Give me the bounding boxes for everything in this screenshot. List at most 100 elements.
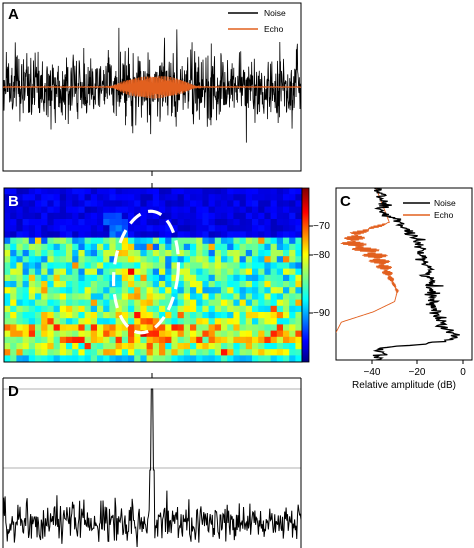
spectrogram-cell — [10, 194, 17, 201]
spectrogram-cell — [84, 231, 92, 239]
spectrogram-cell — [146, 225, 154, 232]
spectrogram-cell — [252, 355, 259, 362]
spectrogram-cell — [28, 293, 36, 301]
spectrogram-cell — [258, 343, 265, 350]
panel-d: D — [2, 373, 302, 548]
spectrogram-cell — [35, 361, 42, 362]
spectrogram-cell — [283, 250, 290, 257]
spectrogram-cell — [289, 231, 296, 239]
spectrogram-cell — [16, 188, 24, 195]
spectrogram-cell — [295, 262, 302, 270]
spectrogram-cell — [53, 324, 61, 332]
spectrogram-cell — [97, 343, 104, 350]
spectrogram-cell — [140, 343, 148, 350]
spectrogram-cell — [165, 343, 172, 350]
spectrogram-cell — [165, 225, 172, 232]
spectrogram-cell — [10, 318, 17, 325]
spectrogram-cell — [121, 281, 129, 288]
spectrogram-cell — [146, 318, 154, 325]
spectrogram-cell — [264, 237, 272, 245]
spectrogram-cell — [264, 361, 272, 362]
spectrogram-cell — [22, 336, 30, 344]
spectrogram-cell — [152, 268, 160, 276]
spectrogram-cell — [159, 349, 166, 356]
spectrogram-cell — [208, 281, 216, 288]
spectrogram-cell — [233, 225, 241, 232]
spectrogram-cell — [146, 194, 154, 201]
spectrogram-cell — [245, 268, 253, 276]
spectrogram-cell — [264, 256, 272, 263]
spectrogram-cell — [171, 299, 179, 307]
spectrogram-cell — [245, 312, 253, 319]
correlation-trace-d — [3, 388, 301, 548]
spectrogram-cell — [140, 250, 148, 257]
spectrogram-cell — [10, 243, 17, 251]
spectrogram-cell — [97, 361, 104, 362]
spectrogram-cell — [295, 206, 302, 214]
spectrogram-cell — [196, 194, 203, 201]
spectrogram-cell — [66, 256, 73, 263]
spectrogram-cell — [53, 287, 61, 294]
spectrogram-cell — [59, 237, 67, 245]
spectrogram-cell — [128, 256, 135, 263]
spectrogram-cell — [134, 336, 141, 344]
spectrogram-cell — [59, 343, 67, 350]
spectrogram-cell — [53, 194, 61, 201]
spectrogram-cell — [146, 281, 154, 288]
spectrogram-cell — [196, 212, 203, 220]
spectrogram-cell — [190, 268, 197, 276]
spectrogram-cell — [245, 262, 253, 270]
spectrogram-cell — [159, 194, 166, 201]
spectrogram-cell — [41, 231, 48, 239]
spectrogram-cell — [28, 318, 36, 325]
spectrogram-cell — [289, 293, 296, 301]
spectrogram-cell — [66, 330, 73, 338]
spectrogram-cell — [258, 250, 265, 257]
spectrogram-cell — [227, 268, 234, 276]
spectrogram-cell — [214, 293, 222, 301]
spectrogram-cell — [283, 206, 290, 214]
spectrogram-cell — [301, 361, 302, 362]
spectrogram-cell — [252, 274, 259, 282]
spectrogram-cell — [35, 318, 42, 325]
spectrogram-cell — [35, 188, 42, 195]
spectrogram-cell — [245, 243, 253, 251]
spectrogram-cell — [264, 206, 272, 214]
spectrogram-cell — [22, 274, 30, 282]
spectrogram-cell — [152, 299, 160, 307]
spectrogram-cell — [84, 281, 92, 288]
spectrogram-cell — [4, 206, 11, 214]
spectrogram-cell — [28, 212, 36, 220]
spectrogram-cell — [134, 274, 141, 282]
spectrogram-cell — [90, 361, 98, 362]
spectrogram-cell — [134, 293, 141, 301]
spectrogram-cell — [146, 355, 154, 362]
spectrogram-cell — [239, 206, 247, 214]
spectrogram-cell — [252, 324, 259, 332]
spectrogram-cell — [159, 330, 166, 338]
spectrogram-cell — [208, 262, 216, 270]
spectrogram-cell — [159, 305, 166, 313]
spectrogram-cell — [115, 274, 123, 282]
spectrogram-cell — [165, 243, 172, 251]
spectrogram-cell — [202, 305, 210, 313]
spectrogram-cell — [183, 299, 191, 307]
spectrogram-cell — [289, 237, 296, 245]
spectrogram-cell — [233, 355, 241, 362]
spectrogram-cell — [239, 231, 247, 239]
spectrogram-cell — [283, 231, 290, 239]
spectrogram-cell — [283, 330, 290, 338]
spectrogram-cell — [190, 237, 197, 245]
spectrogram-cell — [214, 349, 222, 356]
spectrogram-cell — [22, 318, 30, 325]
spectrogram-cell — [183, 194, 191, 201]
spectrogram-cell — [146, 305, 154, 313]
spectrogram-cell — [66, 194, 73, 201]
spectrogram-cell — [97, 212, 104, 220]
spectrogram-cell — [115, 250, 123, 257]
legend-a: Noise Echo — [228, 8, 286, 34]
spectrogram-cell — [202, 336, 210, 344]
spectrogram-cell — [258, 330, 265, 338]
spectrogram-cell — [97, 237, 104, 245]
